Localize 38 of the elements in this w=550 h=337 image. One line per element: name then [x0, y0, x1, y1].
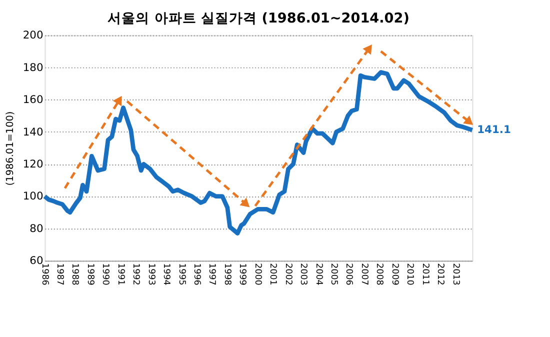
x-tick-label: 2003 — [298, 263, 308, 286]
x-tick-label: 2002 — [282, 263, 293, 286]
x-tick-label: 1989 — [84, 263, 95, 286]
x-tick-label: 1996 — [191, 263, 202, 286]
data-label: 141.1 — [477, 123, 511, 136]
x-tick-label: 1991 — [115, 263, 126, 286]
chart-title: 서울의 아파트 실질가격 (1986.01~2014.02) — [108, 10, 410, 27]
x-tick-label: 1995 — [176, 263, 186, 286]
y-tick-label: 100 — [22, 190, 44, 203]
x-tick-label: 2007 — [358, 263, 369, 286]
x-tick-label: 2011 — [420, 263, 430, 286]
x-tick-label: 2000 — [252, 263, 262, 286]
x-tick-label: 1992 — [130, 263, 141, 286]
line-series — [42, 70, 474, 236]
x-tick-label: 1994 — [161, 263, 172, 286]
x-tick-label: 1987 — [54, 263, 64, 286]
x-tick-label: 1997 — [206, 263, 217, 286]
y-tick-label: 160 — [22, 93, 44, 106]
x-tick-label: 1999 — [237, 263, 248, 286]
y-tick-label: 120 — [22, 157, 44, 170]
x-tick-label: 2005 — [328, 263, 339, 286]
y-axis-title: (1986.01=100) — [5, 111, 16, 186]
x-tick-label: 2008 — [374, 263, 384, 286]
x-tick-label: 2010 — [404, 263, 415, 286]
x-tick-label: 2012 — [435, 263, 446, 286]
y-tick-label: 180 — [22, 60, 44, 74]
y-tick-label: 80 — [30, 222, 44, 235]
x-tick-label: 1998 — [222, 263, 232, 286]
x-tick-label: 1988 — [70, 263, 80, 286]
x-tick-label: 2001 — [268, 263, 278, 286]
x-tick-label: 2006 — [344, 263, 354, 286]
x-tick-label: 1993 — [146, 263, 156, 286]
x-tick-label: 2013 — [450, 263, 460, 286]
x-tick-label: 1990 — [100, 263, 110, 286]
x-tick-label: 2004 — [313, 263, 324, 286]
x-tick-label: 2009 — [389, 263, 400, 286]
y-tick-label: 140 — [22, 125, 44, 138]
y-tick-label: 200 — [22, 28, 44, 42]
